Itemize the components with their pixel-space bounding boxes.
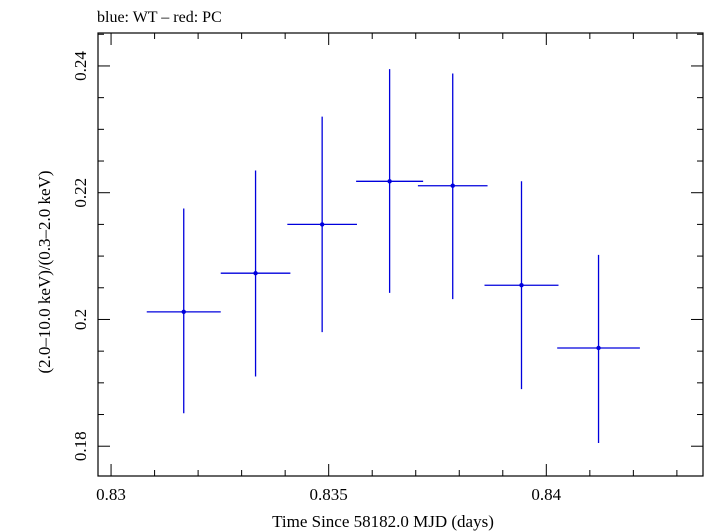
point-marker (387, 179, 392, 184)
point-marker (519, 283, 524, 288)
y-tick-label: 0.2 (71, 309, 90, 330)
point-marker (596, 345, 601, 351)
data-point (484, 181, 559, 390)
chart-title: blue: WT – red: PC (97, 9, 222, 26)
x-tick-label: 0.835 (310, 485, 348, 504)
x-axis-ticks: 0.83 0.835 0.84 (96, 33, 678, 504)
data-point (220, 170, 291, 377)
point-marker (319, 222, 325, 227)
point-marker (253, 270, 258, 276)
data-point (356, 69, 424, 293)
y-axis-ticks: 0.18 0.2 0.22 0.24 (71, 33, 703, 461)
plot-frame (97, 32, 704, 477)
point-marker (450, 183, 455, 188)
y-tick-label: 0.22 (71, 178, 90, 208)
x-tick-label: 0.84 (531, 485, 561, 504)
x-tick-label: 0.83 (96, 485, 126, 504)
y-tick-label: 0.18 (71, 431, 90, 461)
point-marker (181, 309, 186, 315)
x-axis-label: Time Since 58182.0 MJD (days) (272, 512, 494, 531)
data-point (417, 73, 488, 300)
data-point (287, 116, 357, 333)
data-point (557, 254, 640, 444)
data-points (146, 69, 640, 444)
y-axis-label: (2.0–10.0 keV)/(0.3–2.0 keV) (35, 170, 54, 373)
y-tick-label: 0.24 (71, 51, 90, 81)
data-point (146, 208, 221, 414)
